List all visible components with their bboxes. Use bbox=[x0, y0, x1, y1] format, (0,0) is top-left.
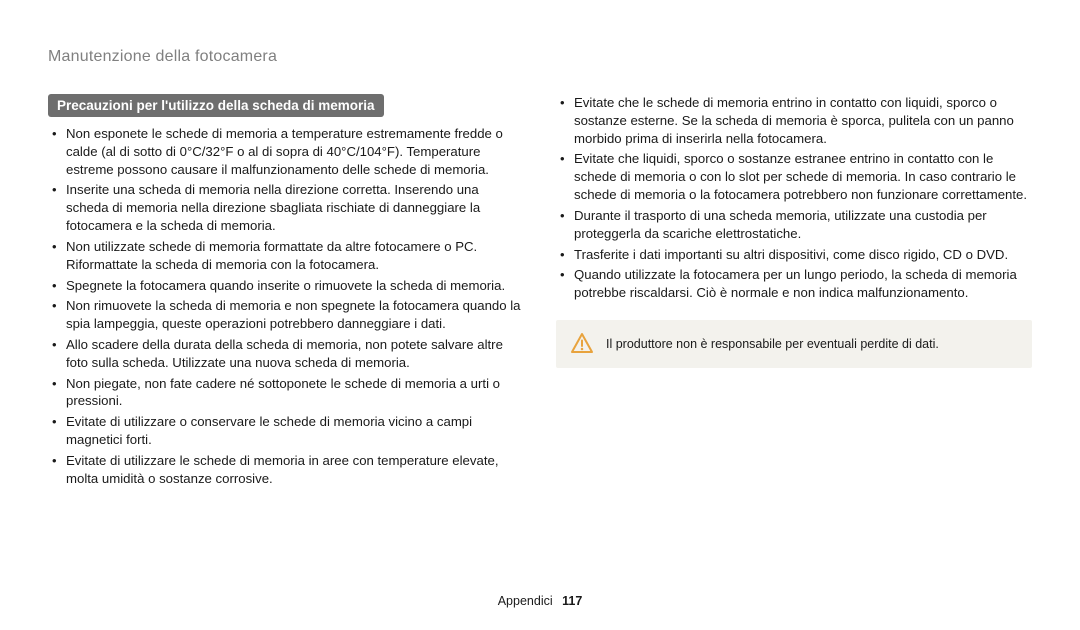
warning-icon bbox=[570, 332, 594, 356]
manual-page: Manutenzione della fotocamera Precauzion… bbox=[0, 0, 1080, 630]
list-item: Allo scadere della durata della scheda d… bbox=[52, 336, 524, 372]
footer-label: Appendici bbox=[498, 594, 553, 608]
section-header: Precauzioni per l'utilizzo della scheda … bbox=[48, 94, 384, 117]
alert-text: Il produttore non è responsabile per eve… bbox=[606, 336, 939, 352]
list-item: Non esponete le schede di memoria a temp… bbox=[52, 125, 524, 178]
list-item: Evitate di utilizzare le schede di memor… bbox=[52, 452, 524, 488]
list-item: Non utilizzate schede di memoria formatt… bbox=[52, 238, 524, 274]
page-number: 117 bbox=[562, 594, 582, 608]
list-item: Quando utilizzate la fotocamera per un l… bbox=[560, 266, 1032, 302]
content-columns: Precauzioni per l'utilizzo della scheda … bbox=[48, 94, 1032, 490]
list-item: Evitate di utilizzare o conservare le sc… bbox=[52, 413, 524, 449]
list-item: Spegnete la fotocamera quando inserite o… bbox=[52, 277, 524, 295]
list-item: Inserite una scheda di memoria nella dir… bbox=[52, 181, 524, 234]
page-footer: Appendici 117 bbox=[0, 594, 1080, 608]
right-column: Evitate che le schede di memoria entrino… bbox=[556, 94, 1032, 490]
list-item: Non rimuovete la scheda di memoria e non… bbox=[52, 297, 524, 333]
list-item: Trasferite i dati importanti su altri di… bbox=[560, 246, 1032, 264]
alert-box: Il produttore non è responsabile per eve… bbox=[556, 320, 1032, 368]
breadcrumb: Manutenzione della fotocamera bbox=[48, 48, 1032, 66]
left-column: Precauzioni per l'utilizzo della scheda … bbox=[48, 94, 524, 490]
list-item: Evitate che liquidi, sporco o sostanze e… bbox=[560, 150, 1032, 203]
right-bullet-list: Evitate che le schede di memoria entrino… bbox=[556, 94, 1032, 302]
list-item: Durante il trasporto di una scheda memor… bbox=[560, 207, 1032, 243]
list-item: Evitate che le schede di memoria entrino… bbox=[560, 94, 1032, 147]
list-item: Non piegate, non fate cadere né sottopon… bbox=[52, 375, 524, 411]
left-bullet-list: Non esponete le schede di memoria a temp… bbox=[48, 125, 524, 487]
